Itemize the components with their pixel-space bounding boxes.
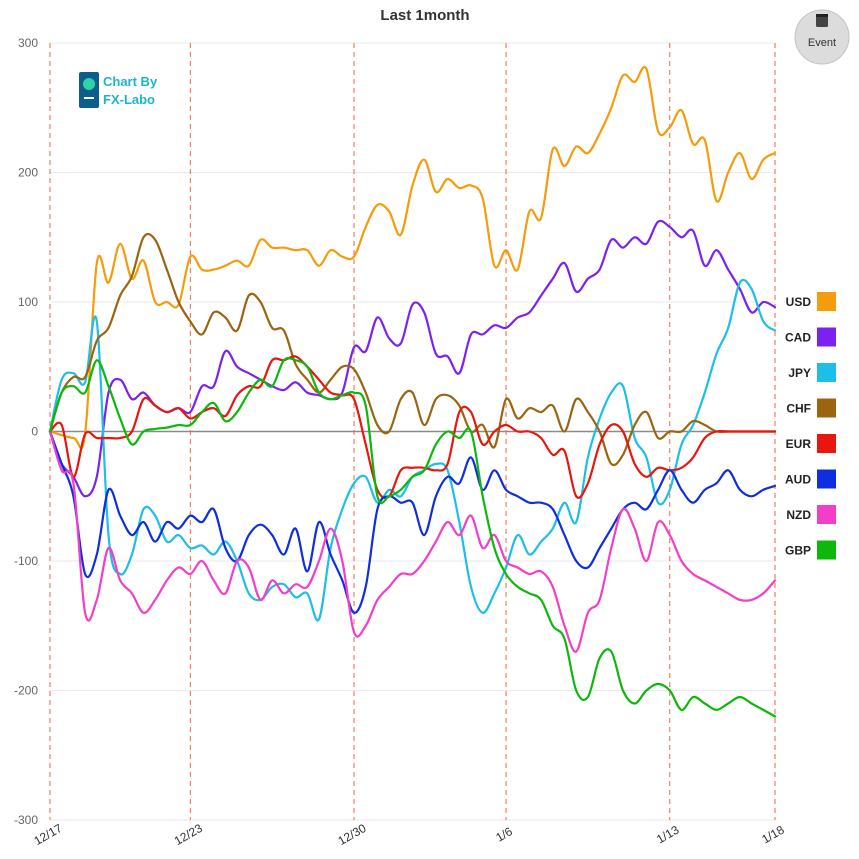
y-tick-label: 0	[31, 425, 38, 439]
legend-swatch-cad[interactable]	[817, 327, 836, 347]
legend-label-cad[interactable]: CAD	[785, 331, 811, 345]
legend-label-gbp[interactable]: GBP	[785, 544, 811, 558]
legend-label-usd[interactable]: USD	[786, 295, 812, 309]
legend-label-aud[interactable]: AUD	[785, 473, 811, 487]
series-line-nzd	[48, 430, 777, 653]
series-line-eur	[48, 355, 777, 500]
y-axis: 300 200 100 0 -100 -200 -300	[14, 36, 38, 827]
event-button[interactable]: Event	[794, 9, 850, 65]
series-line-aud	[48, 430, 777, 614]
fx-labo-logo: Chart By FX-Labo	[79, 72, 158, 108]
legend-swatch-gbp[interactable]	[817, 540, 836, 560]
event-button-label[interactable]: Event	[808, 37, 836, 49]
legend-swatch-aud[interactable]	[817, 469, 836, 489]
series-line-gbp	[48, 357, 777, 718]
y-tick-label: -300	[14, 813, 38, 827]
y-tick-label: 300	[18, 36, 38, 50]
legend-swatch-eur[interactable]	[817, 434, 836, 453]
legend-label-chf[interactable]: CHF	[786, 402, 811, 416]
y-tick-label: -100	[14, 554, 38, 568]
chart-title: Last 1month	[380, 7, 469, 24]
legend-swatch-chf[interactable]	[817, 398, 836, 418]
legend-label-eur[interactable]: EUR	[786, 437, 812, 451]
series-lines	[48, 65, 777, 718]
y-tick-label: 200	[18, 166, 38, 180]
legend[interactable]: USD CAD JPY CHF EUR AUD NZD GBP	[785, 292, 836, 560]
y-tick-label: -200	[14, 684, 38, 698]
series-line-chf	[48, 232, 777, 467]
logo-text-line1: Chart By	[103, 74, 158, 89]
legend-swatch-nzd[interactable]	[817, 505, 836, 524]
logo-text-line2: FX-Labo	[103, 92, 155, 107]
calendar-icon	[816, 14, 828, 27]
y-tick-label: 100	[18, 295, 38, 309]
legend-swatch-jpy[interactable]	[817, 363, 836, 382]
series-line-usd	[48, 65, 777, 450]
magnifier-icon	[83, 78, 95, 90]
legend-label-nzd[interactable]: NZD	[786, 508, 811, 522]
legend-label-jpy[interactable]: JPY	[788, 366, 811, 380]
legend-swatch-usd[interactable]	[817, 292, 836, 311]
